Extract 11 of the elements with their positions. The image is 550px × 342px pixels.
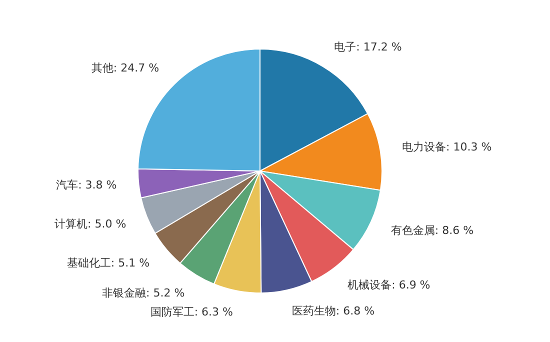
- slice-label: 非银金融: 5.2 %: [102, 286, 185, 300]
- slice-label: 电子: 17.2 %: [334, 40, 402, 54]
- slice-label: 计算机: 5.0 %: [54, 217, 126, 230]
- slice-label: 其他: 24.7 %: [91, 61, 160, 74]
- slice-label: 有色金属: 8.6 %: [390, 224, 474, 237]
- slice-label: 国防军工: 6.3 %: [150, 305, 233, 318]
- slice-label: 机械设备: 6.9 %: [348, 278, 430, 292]
- slice-label: 基础化工: 5.1 %: [66, 256, 150, 270]
- slice-label: 医药生物: 6.8 %: [292, 304, 375, 318]
- slice-label: 汽车: 3.8 %: [56, 178, 117, 192]
- slice-label: 电力设备: 10.3 %: [402, 140, 492, 154]
